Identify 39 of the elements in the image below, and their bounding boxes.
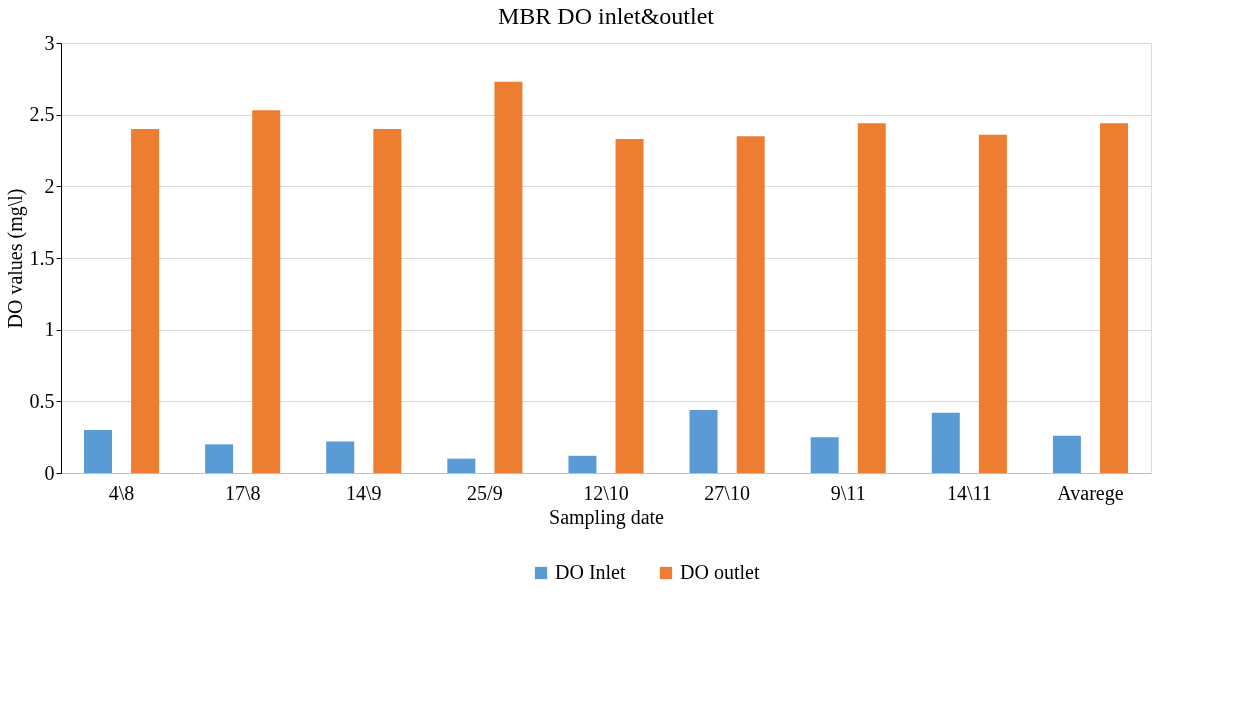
x-tick-label: 14\11 (946, 481, 992, 504)
bar (131, 129, 160, 473)
bar (978, 134, 1007, 473)
bar (1052, 435, 1081, 473)
bar (252, 110, 281, 473)
legend-label: DO outlet (680, 561, 760, 583)
y-tick-label: 2.5 (29, 103, 55, 126)
chart-title: MBR DO inlet&outlet (498, 3, 715, 29)
y-tick-label: 1 (44, 318, 55, 341)
bar (736, 136, 765, 473)
x-tick-label: 14\9 (346, 481, 382, 504)
bar (857, 123, 886, 473)
bar (1099, 123, 1128, 473)
bar (931, 412, 960, 473)
y-tick-label: 1.5 (29, 246, 55, 269)
x-axis-title: Sampling date (549, 505, 665, 529)
x-tick-label: Avarege (1057, 481, 1124, 505)
x-tick-label: 9\11 (830, 481, 866, 504)
y-axis-title: DO values (mg\l) (3, 188, 27, 329)
bar (205, 444, 234, 473)
bar (810, 437, 839, 473)
bar (568, 455, 597, 473)
bar (689, 409, 718, 473)
x-tick-label: 4\8 (108, 481, 135, 504)
legend-label: DO Inlet (555, 561, 626, 583)
x-tick-label: 25/9 (467, 481, 503, 504)
bar (373, 129, 402, 473)
y-tick-label: 0.5 (29, 389, 55, 412)
x-tick-label: 12\10 (583, 481, 629, 504)
bar (494, 81, 523, 473)
bar (447, 458, 476, 473)
y-tick-label: 3 (44, 31, 55, 54)
y-tick-label: 2 (44, 174, 55, 197)
bar (84, 430, 113, 473)
bar (615, 139, 644, 473)
x-tick-label: 17\8 (224, 481, 261, 504)
x-tick-label: 27\10 (704, 481, 750, 504)
bar (326, 441, 355, 473)
y-tick-label: 0 (44, 461, 55, 484)
